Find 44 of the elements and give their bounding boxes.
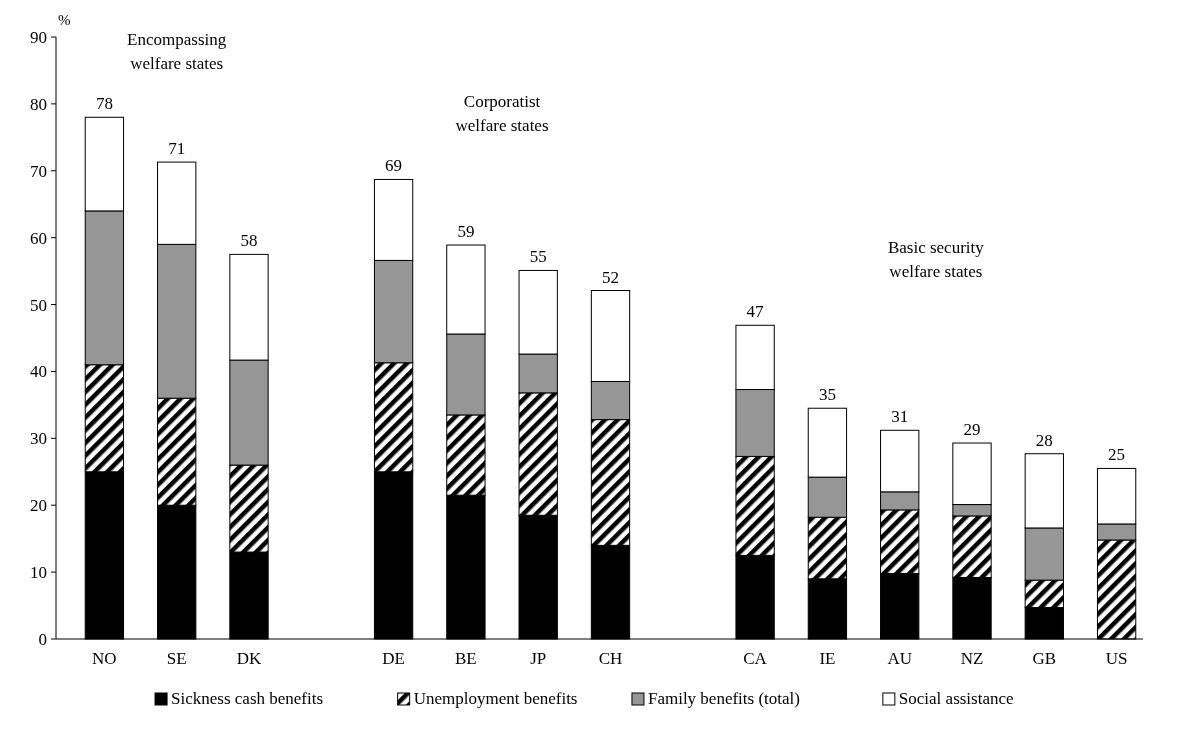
x-tick-label: CH: [598, 649, 623, 668]
total-label: 58: [240, 231, 258, 251]
total-label: 71: [168, 139, 186, 159]
total-label: 47: [746, 302, 765, 322]
total-label: 29: [963, 420, 981, 440]
y-tick-label: 0: [38, 629, 47, 649]
x-tick-label: GB: [1032, 649, 1057, 668]
y-tick-label: 30: [30, 429, 47, 449]
legend-label: Sickness cash benefits: [171, 689, 324, 708]
y-tick-label: 40: [30, 362, 47, 382]
x-tick-label: JP: [530, 649, 547, 668]
annotation: Basic security welfare states: [887, 238, 985, 282]
y-tick-label: 10: [30, 563, 47, 583]
legend-label: Family benefits (total): [647, 689, 800, 708]
annotation: Corporatist welfare states: [455, 92, 549, 136]
annotation: Encompassing welfare states: [127, 30, 227, 74]
total-label: 35: [818, 385, 836, 405]
total-label: 25: [1108, 445, 1126, 465]
y-axis-title: %: [58, 12, 71, 28]
total-label: 28: [1035, 430, 1053, 450]
y-tick-label: 50: [30, 295, 47, 315]
x-tick-label: CA: [743, 649, 768, 668]
total-label: 31: [891, 407, 909, 427]
x-tick-label: DE: [382, 649, 405, 668]
y-tick-label: 20: [30, 496, 47, 516]
y-tick-label: 60: [30, 228, 47, 248]
y-tick-label: 90: [30, 27, 47, 47]
x-tick-label: DK: [236, 649, 262, 668]
x-tick-label: BE: [455, 649, 477, 668]
total-label: 78: [95, 94, 113, 114]
y-tick-label: 70: [30, 161, 47, 181]
x-tick-label: US: [1105, 649, 1128, 668]
y-tick-label: 80: [30, 94, 47, 114]
x-tick-label: NO: [92, 649, 117, 668]
x-tick-label: IE: [819, 649, 836, 668]
x-tick-label: AU: [887, 649, 912, 668]
total-label: 55: [529, 247, 547, 267]
total-label: 52: [602, 267, 619, 287]
legend-label: Social assistance: [898, 689, 1014, 708]
total-label: 59: [457, 222, 475, 242]
x-tick-label: SE: [166, 649, 187, 668]
total-label: 69: [385, 156, 403, 176]
x-tick-label: NZ: [960, 649, 984, 668]
legend-label: Unemployment benefits: [413, 689, 578, 708]
